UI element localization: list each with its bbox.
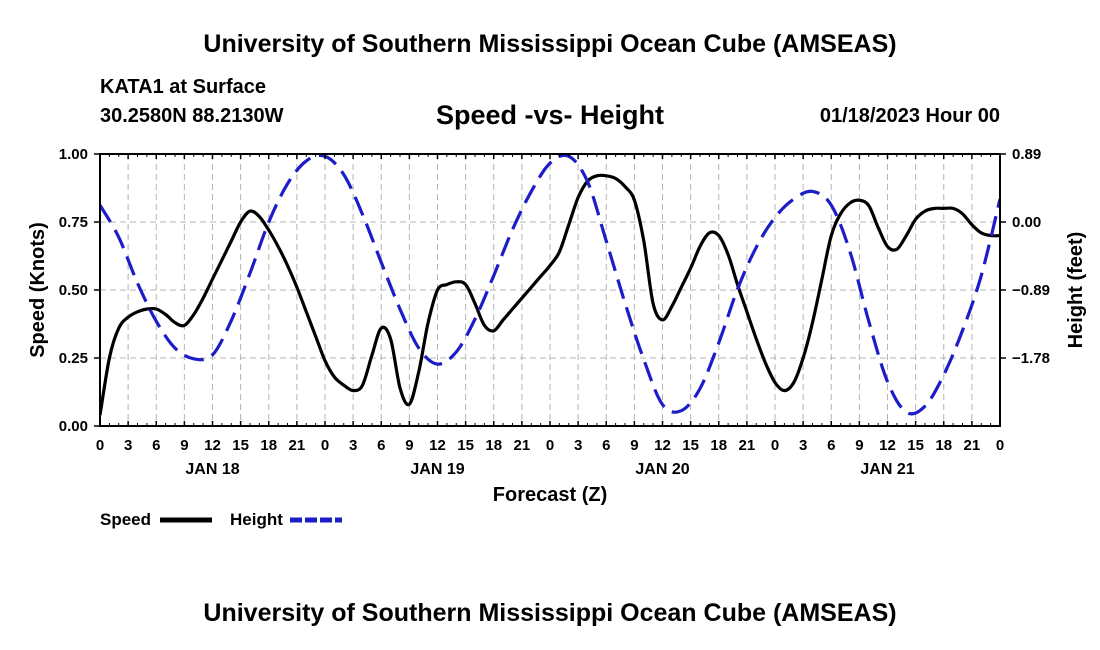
y-right-tick-label: 0.89 (1012, 146, 1041, 163)
y-axis-left-label: Speed (Knots) (27, 222, 49, 358)
x-tick-label: 15 (682, 437, 699, 454)
footer-title: University of Southern Mississippi Ocean… (203, 599, 897, 627)
x-tick-label: 0 (996, 437, 1004, 454)
y-right-tick-label: −1.78 (1012, 350, 1050, 367)
x-tick-label: 9 (405, 437, 413, 454)
forecast-datetime: 01/18/2023 Hour 00 (819, 105, 1000, 127)
y-left-tick-label: 1.00 (59, 146, 88, 163)
axes: 0 3 6 9 12 15 18 21 0 3 6 9 12 15 18 21 0 3 6 9 12 15 18 21 0 3 6 9… (59, 146, 1050, 478)
x-tick-label: 21 (289, 437, 306, 454)
x-tick-label: 15 (232, 437, 249, 454)
legend-label-height: Height (230, 510, 283, 529)
y-left-tick-label: 0.25 (59, 350, 88, 367)
station-label: KATA1 at Surface (100, 76, 266, 98)
x-tick-label: 6 (602, 437, 610, 454)
x-tick-label: 0 (96, 437, 104, 454)
series-line-height (100, 154, 1000, 416)
x-tick-label: 18 (710, 437, 727, 454)
x-tick-label: 6 (152, 437, 160, 454)
x-tick-label: 21 (964, 437, 981, 454)
x-tick-label: 12 (879, 437, 896, 454)
x-tick-label: 18 (485, 437, 502, 454)
chart-subtitle: Speed -vs- Height (435, 100, 665, 130)
day-label: JAN 21 (860, 461, 914, 478)
x-tick-label: 6 (827, 437, 835, 454)
x-tick-label: 0 (321, 437, 329, 454)
day-label: JAN 19 (410, 461, 464, 478)
y-axis-right-label: Height (feet) (1065, 232, 1087, 349)
x-tick-label: 9 (630, 437, 638, 454)
series-group (100, 154, 1000, 416)
x-tick-label: 21 (514, 437, 531, 454)
x-tick-label: 6 (377, 437, 385, 454)
day-label: JAN 18 (185, 461, 239, 478)
x-tick-label: 0 (546, 437, 554, 454)
page-title: University of Southern Mississippi Ocean… (203, 30, 897, 58)
legend-label-speed: Speed (100, 510, 151, 529)
x-tick-label: 18 (260, 437, 277, 454)
y-left-tick-label: 0.00 (59, 418, 88, 435)
series-line-speed (100, 173, 1000, 416)
x-tick-label: 9 (180, 437, 188, 454)
x-tick-label: 3 (349, 437, 357, 454)
x-tick-label: 15 (457, 437, 474, 454)
x-tick-label: 0 (771, 437, 779, 454)
day-label: JAN 20 (635, 461, 689, 478)
y-left-tick-label: 0.75 (59, 214, 88, 231)
x-tick-label: 18 (935, 437, 952, 454)
x-tick-label: 12 (654, 437, 671, 454)
x-tick-label: 3 (124, 437, 132, 454)
x-axis-label: Forecast (Z) (493, 484, 607, 506)
x-tick-label: 12 (204, 437, 221, 454)
x-tick-label: 12 (429, 437, 446, 454)
x-tick-label: 3 (574, 437, 582, 454)
x-tick-label: 15 (907, 437, 924, 454)
grid (100, 154, 1000, 426)
y-right-tick-label: −0.89 (1012, 282, 1050, 299)
x-tick-label: 9 (855, 437, 863, 454)
station-coordinates: 30.2580N 88.2130W (100, 105, 284, 127)
legend: Speed Height (100, 510, 342, 529)
x-tick-label: 3 (799, 437, 807, 454)
x-tick-label: 21 (739, 437, 756, 454)
y-left-tick-label: 0.50 (59, 282, 88, 299)
y-right-tick-label: 0.00 (1012, 214, 1041, 231)
